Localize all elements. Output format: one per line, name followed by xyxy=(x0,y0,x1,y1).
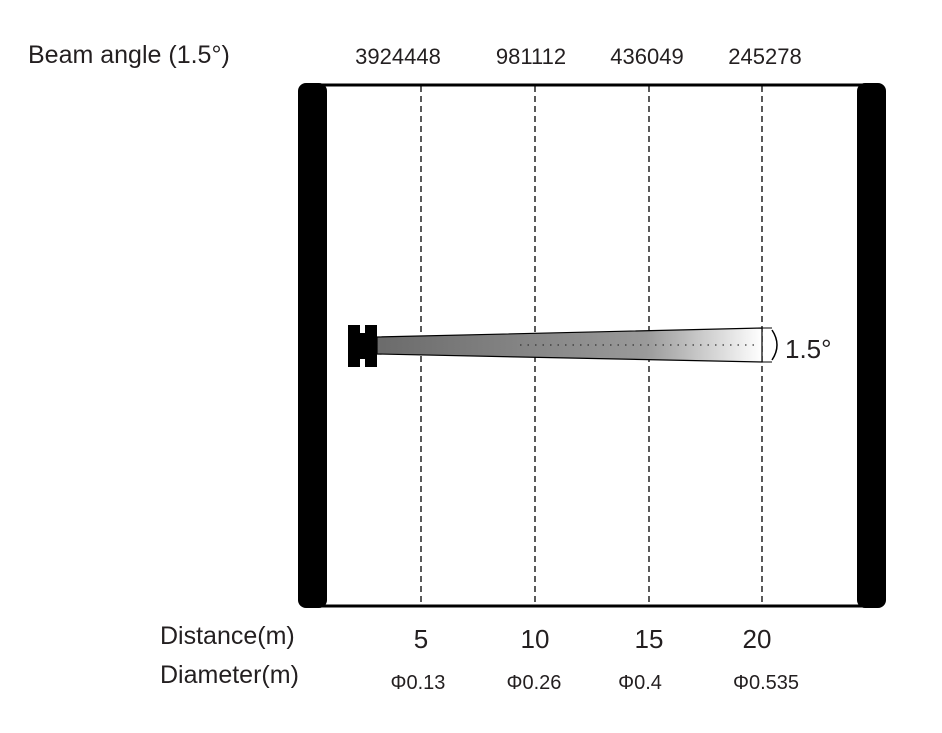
distance-value: 20 xyxy=(743,624,772,654)
distance-label: Distance(m) xyxy=(160,622,295,650)
distance-value: 10 xyxy=(521,624,550,654)
distance-value: 5 xyxy=(414,624,428,654)
diameter-value: Φ0.13 xyxy=(391,672,446,694)
diameter-value: Φ0.4 xyxy=(618,672,662,694)
beam-angle-label: Beam angle (1.5°) xyxy=(28,41,230,69)
lux-value: 436049 xyxy=(610,44,683,69)
left-wall xyxy=(298,83,327,608)
lux-value: 981112 xyxy=(496,44,566,69)
diameter-value: Φ0.26 xyxy=(507,672,562,694)
diameter-label: Diameter(m) xyxy=(160,661,299,689)
distance-value: 15 xyxy=(635,624,664,654)
lux-value: 245278 xyxy=(728,44,801,69)
angle-marker: 1.5° xyxy=(785,334,832,364)
light-fixture-icon xyxy=(348,325,377,367)
lux-value: 3924448 xyxy=(355,44,441,69)
right-wall xyxy=(857,83,886,608)
diameter-value: Φ0.535 xyxy=(733,672,799,694)
light-beam xyxy=(376,327,763,363)
angle-arc-icon xyxy=(771,329,778,361)
